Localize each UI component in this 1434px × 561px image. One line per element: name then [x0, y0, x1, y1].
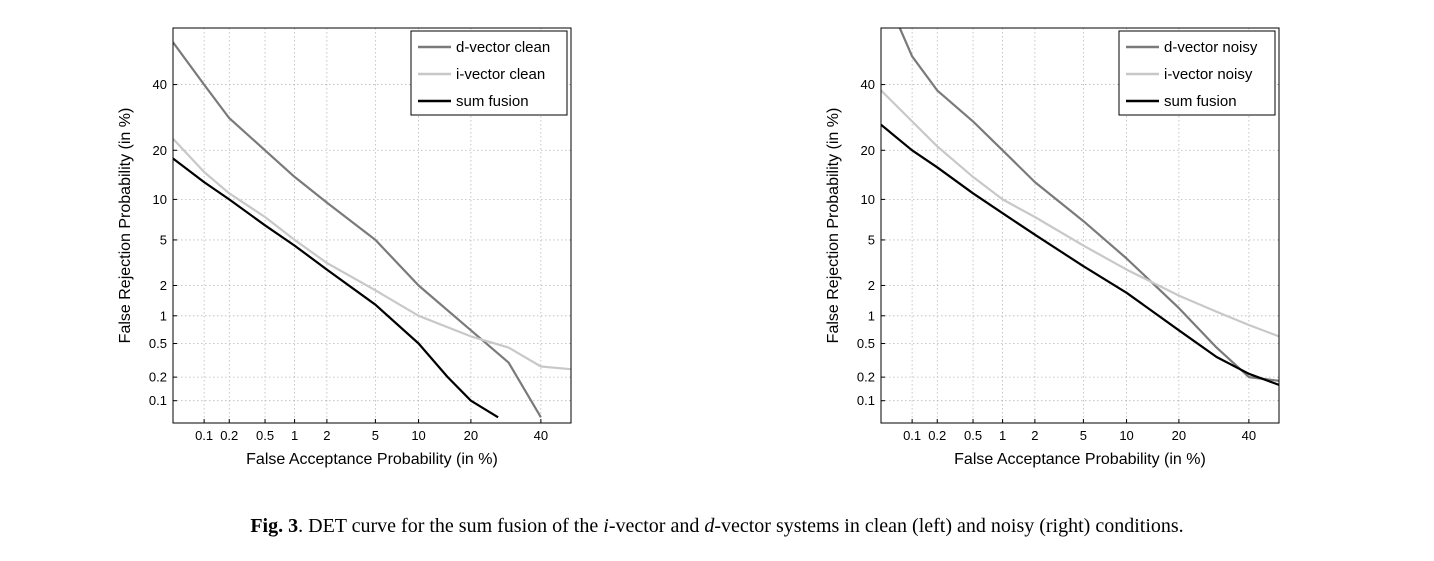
chart0-y-tick-label: 0.1: [149, 393, 167, 408]
chart0-y-tick-label: 20: [153, 143, 167, 158]
chart1-y-tick-label: 0.2: [857, 370, 875, 385]
chart1-y-axis-label: False Rejection Probability (in %): [825, 108, 842, 344]
chart0-y-axis-label: False Rejection Probability (in %): [117, 108, 134, 344]
chart1-x-tick-label: 0.5: [964, 428, 982, 443]
chart1-y-tick-label: 1: [868, 308, 875, 323]
chart1-y-tick-label: 5: [868, 232, 875, 247]
chart0-legend-label-2: i-vector clean: [456, 66, 545, 83]
chart0-x-tick-label: 5: [372, 428, 379, 443]
chart1-series-group: [881, 28, 1279, 386]
chart1-x-tick-label: 1: [999, 428, 1006, 443]
chart1-x-tick-label: 10: [1119, 428, 1133, 443]
chart1-x-tick-label: 0.1: [903, 428, 921, 443]
chart1-x-tick-label: 40: [1242, 428, 1256, 443]
chart1-legend-label-2: i-vector noisy: [1164, 66, 1253, 83]
chart1-series-line-3: [881, 123, 1279, 386]
chart1-x-tick-label: 0.2: [928, 428, 946, 443]
chart0-y-tick-label: 5: [160, 232, 167, 247]
chart0-y-tick-label: 10: [153, 192, 167, 207]
chart1-axes-frame: [880, 27, 1280, 424]
caption-text-3: -vector systems in clean (left) and nois…: [714, 515, 1184, 537]
chart1-x-tick-label: 5: [1080, 428, 1087, 443]
chart0-y-tick-label: 0.2: [149, 370, 167, 385]
chart1-y-tick-label: 20: [861, 143, 875, 158]
caption-text-1: . DET curve for the sum fusion of the: [298, 515, 604, 537]
chart1-legend-label-3: sum fusion: [1164, 93, 1237, 110]
chart0-x-tick-label: 40: [534, 428, 548, 443]
chart0-y-tick-label: 2: [160, 278, 167, 293]
chart0-y-tick-label: 40: [153, 77, 167, 92]
caption-text-2: -vector and: [608, 515, 705, 537]
chart1-x-tick-label: 20: [1172, 428, 1186, 443]
det-chart-noisy-svg: 0.1 0.2 0.5 1 2 5 10 20 40 0.1 0.2 0.5 1 2 5 10 20 40 Fals…: [825, 27, 1280, 468]
caption-d-variable: d: [704, 515, 715, 537]
chart1-y-tick-label: 40: [861, 77, 875, 92]
chart0-x-tick-label: 10: [411, 428, 425, 443]
chart0-x-tick-label: 0.1: [195, 428, 213, 443]
chart0-x-tick-label: 1: [291, 428, 298, 443]
chart1-series-line-2: [881, 89, 1279, 338]
det-chart-clean: 0.1 0.2 0.5 1 2 5 10 20 40 0.1 0.2 0.5 1 2 5 10 20 40 Fals…: [110, 12, 590, 482]
det-chart-clean-svg: 0.1 0.2 0.5 1 2 5 10 20 40 0.1 0.2 0.5 1 2 5 10 20 40 Fals…: [117, 27, 572, 468]
chart0-x-tick-label: 0.2: [220, 428, 238, 443]
chart0-series-line-3: [173, 157, 499, 419]
chart1-x-tick-label: 2: [1031, 428, 1038, 443]
chart0-x-tick-label: 2: [323, 428, 330, 443]
chart1-x-axis-label: False Acceptance Probability (in %): [954, 451, 1206, 468]
chart1-y-tick-label: 0.5: [857, 336, 875, 351]
chart0-x-tick-label: 0.5: [256, 428, 274, 443]
chart1-y-tick-label: 2: [868, 278, 875, 293]
caption-fig-label: Fig. 3: [250, 515, 299, 537]
chart0-x-tick-label: 20: [464, 428, 478, 443]
chart0-legend-label-3: sum fusion: [456, 93, 529, 110]
chart0-x-axis-label: False Acceptance Probability (in %): [246, 451, 498, 468]
chart1-legend-label-1: d-vector noisy: [1164, 39, 1258, 56]
chart1-y-tick-label: 0.1: [857, 393, 875, 408]
chart0-series-line-2: [173, 138, 571, 371]
chart1-y-tick-label: 10: [861, 192, 875, 207]
det-chart-noisy: 0.1 0.2 0.5 1 2 5 10 20 40 0.1 0.2 0.5 1 2 5 10 20 40 Fals…: [818, 12, 1298, 482]
chart0-series-group: [173, 41, 571, 419]
caption-i-variable: i: [603, 515, 609, 537]
chart0-axes-frame: [172, 27, 572, 424]
chart0-y-tick-label: 1: [160, 308, 167, 323]
chart0-y-tick-label: 0.5: [149, 336, 167, 351]
figure-caption: Fig. 3. DET curve for the sum fusion of …: [0, 515, 1434, 538]
chart1-series-line-1: [898, 28, 1279, 382]
chart0-legend-label-1: d-vector clean: [456, 39, 550, 56]
